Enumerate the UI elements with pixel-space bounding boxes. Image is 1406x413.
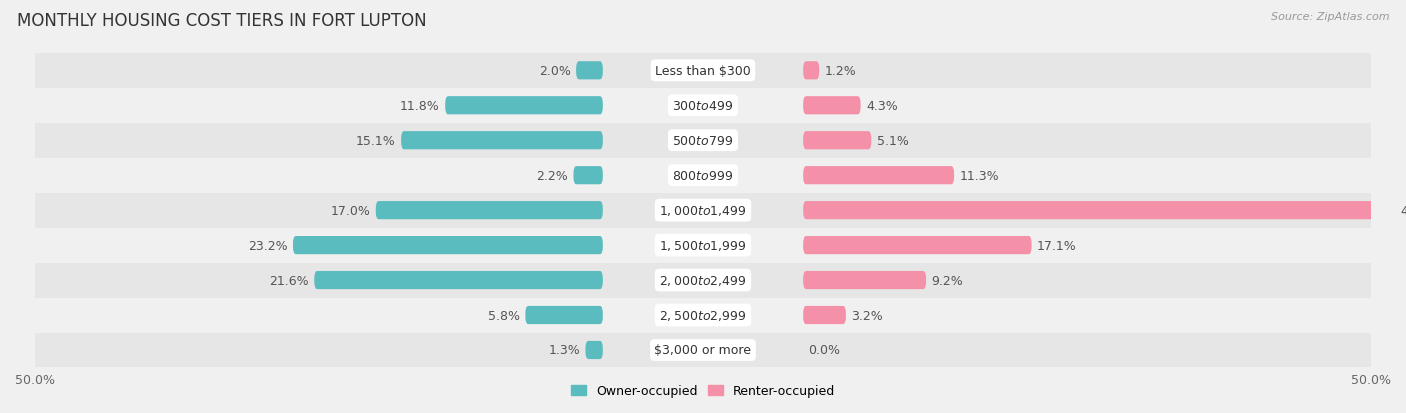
Text: 11.3%: 11.3%: [959, 169, 1000, 182]
FancyBboxPatch shape: [526, 306, 603, 324]
Text: $300 to $499: $300 to $499: [672, 100, 734, 112]
Bar: [35, 88, 1371, 123]
Bar: [35, 54, 1371, 88]
Text: Source: ZipAtlas.com: Source: ZipAtlas.com: [1271, 12, 1389, 22]
Text: 4.3%: 4.3%: [866, 100, 897, 112]
FancyBboxPatch shape: [315, 271, 603, 290]
Text: 9.2%: 9.2%: [931, 274, 963, 287]
Text: $2,000 to $2,499: $2,000 to $2,499: [659, 273, 747, 287]
FancyBboxPatch shape: [803, 132, 872, 150]
Legend: Owner-occupied, Renter-occupied: Owner-occupied, Renter-occupied: [567, 379, 839, 402]
FancyBboxPatch shape: [803, 236, 1032, 254]
FancyBboxPatch shape: [292, 236, 603, 254]
Text: $1,000 to $1,499: $1,000 to $1,499: [659, 204, 747, 218]
Text: 2.2%: 2.2%: [536, 169, 568, 182]
Text: 15.1%: 15.1%: [356, 134, 395, 147]
Text: 17.1%: 17.1%: [1036, 239, 1077, 252]
FancyBboxPatch shape: [803, 306, 846, 324]
Bar: [35, 123, 1371, 158]
Text: 11.8%: 11.8%: [401, 100, 440, 112]
FancyBboxPatch shape: [803, 97, 860, 115]
FancyBboxPatch shape: [375, 202, 603, 220]
Text: $3,000 or more: $3,000 or more: [655, 344, 751, 356]
Text: 1.2%: 1.2%: [824, 65, 856, 78]
Bar: [35, 333, 1371, 368]
Bar: [35, 193, 1371, 228]
Text: 0.0%: 0.0%: [808, 344, 841, 356]
Text: 44.3%: 44.3%: [1400, 204, 1406, 217]
Text: 23.2%: 23.2%: [247, 239, 288, 252]
Bar: [35, 228, 1371, 263]
Text: $1,500 to $1,999: $1,500 to $1,999: [659, 239, 747, 252]
Bar: [35, 158, 1371, 193]
Text: 5.1%: 5.1%: [877, 134, 908, 147]
FancyBboxPatch shape: [574, 167, 603, 185]
Text: 5.8%: 5.8%: [488, 309, 520, 322]
FancyBboxPatch shape: [803, 271, 927, 290]
FancyBboxPatch shape: [803, 167, 955, 185]
FancyBboxPatch shape: [576, 62, 603, 80]
FancyBboxPatch shape: [585, 341, 603, 359]
Text: MONTHLY HOUSING COST TIERS IN FORT LUPTON: MONTHLY HOUSING COST TIERS IN FORT LUPTO…: [17, 12, 426, 30]
Text: $500 to $799: $500 to $799: [672, 134, 734, 147]
Text: $2,500 to $2,999: $2,500 to $2,999: [659, 308, 747, 322]
Text: 21.6%: 21.6%: [270, 274, 309, 287]
Text: $800 to $999: $800 to $999: [672, 169, 734, 182]
FancyBboxPatch shape: [446, 97, 603, 115]
FancyBboxPatch shape: [803, 202, 1395, 220]
Text: 1.3%: 1.3%: [548, 344, 581, 356]
Text: Less than $300: Less than $300: [655, 65, 751, 78]
Bar: [35, 263, 1371, 298]
Bar: [35, 298, 1371, 333]
Text: 2.0%: 2.0%: [538, 65, 571, 78]
FancyBboxPatch shape: [803, 62, 820, 80]
FancyBboxPatch shape: [401, 132, 603, 150]
Text: 3.2%: 3.2%: [851, 309, 883, 322]
Text: 17.0%: 17.0%: [330, 204, 370, 217]
